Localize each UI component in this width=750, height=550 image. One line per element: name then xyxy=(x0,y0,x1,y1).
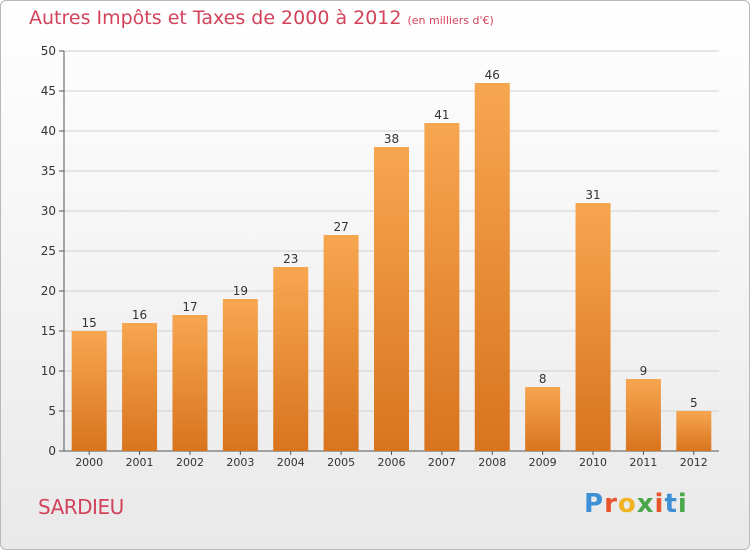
place-name: SARDIEU xyxy=(38,495,124,519)
proxiti-logo[interactable]: Proxiti xyxy=(584,489,688,519)
data-label: 15 xyxy=(82,316,97,330)
logo-letter: t xyxy=(664,489,678,519)
y-tick-label: 15 xyxy=(41,324,56,338)
x-tick-label: 2000 xyxy=(75,456,103,469)
bar-2000 xyxy=(71,331,107,451)
y-tick-label: 25 xyxy=(41,244,56,258)
bar-2011 xyxy=(625,379,661,451)
chart-title: Autres Impôts et Taxes de 2000 à 2012 (en… xyxy=(29,7,494,29)
data-label: 16 xyxy=(132,308,147,322)
data-label: 17 xyxy=(182,300,197,314)
x-tick-label: 2004 xyxy=(277,456,305,469)
x-tick-label: 2001 xyxy=(126,456,154,469)
logo-letter: o xyxy=(617,489,637,519)
chart-subtitle: (en milliers d'€) xyxy=(407,14,494,27)
y-tick-label: 35 xyxy=(41,164,56,178)
x-tick-label: 2011 xyxy=(629,456,657,469)
data-label: 38 xyxy=(384,132,399,146)
data-label: 46 xyxy=(485,68,500,82)
data-label: 9 xyxy=(640,364,648,378)
data-label: 19 xyxy=(233,284,248,298)
bar-2004 xyxy=(273,267,309,451)
y-tick-label: 30 xyxy=(41,204,56,218)
bar-2012 xyxy=(676,411,712,451)
y-tick-label: 5 xyxy=(48,404,56,418)
bar-2003 xyxy=(222,299,258,451)
bar-2008 xyxy=(474,83,510,451)
x-tick-label: 2012 xyxy=(680,456,708,469)
y-tick-label: 0 xyxy=(48,444,56,458)
bar-2001 xyxy=(122,323,158,451)
x-tick-label: 2007 xyxy=(428,456,456,469)
bar-2005 xyxy=(323,235,359,451)
x-tick-label: 2005 xyxy=(327,456,355,469)
chart-title-text: Autres Impôts et Taxes de 2000 à 2012 xyxy=(29,7,402,29)
bars xyxy=(71,83,712,451)
data-label: 5 xyxy=(690,396,698,410)
x-tick-label: 2010 xyxy=(579,456,607,469)
x-tick-label: 2002 xyxy=(176,456,204,469)
x-tick-label: 2003 xyxy=(226,456,254,469)
y-tick-label: 45 xyxy=(41,84,56,98)
bar-2007 xyxy=(424,123,460,451)
x-tick-label: 2006 xyxy=(378,456,406,469)
x-tick-label: 2009 xyxy=(529,456,557,469)
data-label: 23 xyxy=(283,252,298,266)
data-label: 27 xyxy=(333,220,348,234)
logo-letter: x xyxy=(636,489,655,519)
data-labels: 15 16 17 19 23 27 38 41 46 8 31 9 5 xyxy=(82,68,698,410)
y-tick-label: 20 xyxy=(41,284,56,298)
bar-2010 xyxy=(575,203,611,451)
data-label: 8 xyxy=(539,372,547,386)
bar-2002 xyxy=(172,315,208,451)
y-tick-labels: 0 5 10 15 20 25 30 35 40 45 50 xyxy=(41,44,56,458)
y-tick-label: 10 xyxy=(41,364,56,378)
bar-2006 xyxy=(374,147,409,451)
y-tick-label: 40 xyxy=(41,124,56,138)
x-tick-labels: 2000 2001 2002 2003 2004 2005 2006 2007 2008 2009… xyxy=(75,456,708,469)
x-tick-label: 2008 xyxy=(478,456,506,469)
logo-letter: i xyxy=(654,489,665,519)
data-label: 31 xyxy=(585,188,600,202)
bar-2009 xyxy=(525,387,561,451)
y-tick-label: 50 xyxy=(41,44,56,58)
logo-letter: r xyxy=(604,489,618,519)
logo-letter: P xyxy=(584,489,605,519)
logo-letter: i xyxy=(677,489,688,519)
data-label: 41 xyxy=(434,108,449,122)
